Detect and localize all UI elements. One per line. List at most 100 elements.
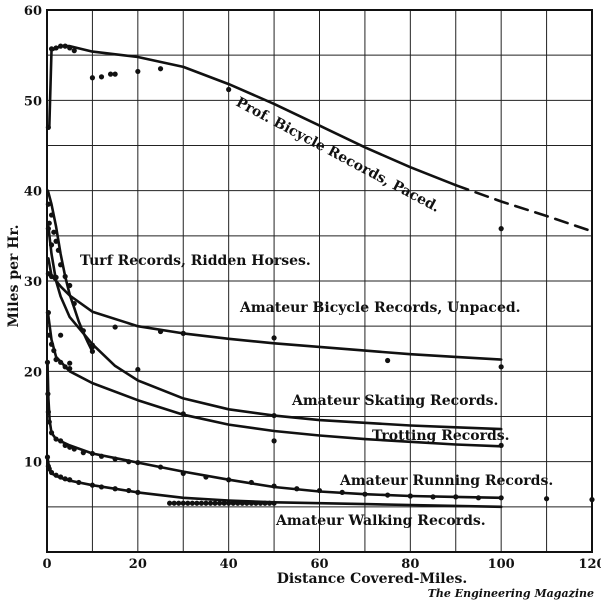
data-point <box>498 495 504 501</box>
data-point <box>239 500 245 506</box>
data-point <box>171 500 177 506</box>
data-point <box>71 300 77 307</box>
data-point <box>107 71 114 77</box>
data-point <box>430 494 436 500</box>
data-point <box>48 341 55 347</box>
data-point <box>62 476 68 482</box>
data-point <box>189 500 195 506</box>
data-point <box>226 86 232 93</box>
data-point <box>58 262 64 268</box>
data-point <box>67 45 73 51</box>
data-point <box>48 46 55 52</box>
data-point <box>48 273 55 280</box>
series-line-2 <box>47 257 503 361</box>
data-point <box>48 212 55 218</box>
data-point <box>62 273 68 280</box>
data-point <box>135 459 141 466</box>
tick-labels: 0 20 40 60 80 100 120 10 20 30 40 50 60 <box>24 4 601 572</box>
data-point <box>185 500 191 506</box>
y-tick-label: 30 <box>24 275 42 290</box>
data-point <box>230 500 236 506</box>
data-point <box>98 484 105 490</box>
data-point <box>112 71 118 77</box>
data-point <box>58 474 64 480</box>
data-point <box>53 356 59 363</box>
data-point <box>498 442 504 449</box>
data-point <box>543 496 550 502</box>
data-point <box>67 444 73 450</box>
data-point <box>71 446 77 452</box>
data-point <box>257 500 264 506</box>
data-point <box>453 494 459 500</box>
data-point <box>253 500 259 506</box>
data-point <box>207 500 214 506</box>
data-point <box>62 364 68 370</box>
series-label-turf: Turf Records, Ridden Horses. <box>80 253 311 269</box>
data-point <box>98 74 105 80</box>
data-point <box>58 359 64 365</box>
data-point <box>58 43 64 49</box>
plot-frame <box>46 9 593 553</box>
data-point <box>157 328 164 335</box>
data-point <box>157 464 164 470</box>
y-tick-label: 50 <box>24 94 42 109</box>
source-credit: The Engineering Magazine <box>428 587 594 600</box>
data-point <box>71 48 77 54</box>
x-tick-label: 60 <box>310 557 328 572</box>
data-point <box>216 500 223 506</box>
data-point <box>271 335 277 341</box>
data-point <box>48 469 55 476</box>
series-label-running: Amateur Running Records. <box>339 473 553 489</box>
data-point <box>53 472 59 478</box>
data-point <box>76 479 82 486</box>
data-point <box>157 66 164 72</box>
data-point <box>80 450 86 456</box>
data-point <box>112 456 118 462</box>
data-point <box>248 479 254 486</box>
data-point <box>62 43 68 49</box>
data-point <box>89 482 96 488</box>
data-point <box>198 500 205 506</box>
data-point <box>135 489 141 495</box>
data-point <box>89 450 96 457</box>
data-point <box>53 45 59 51</box>
series-label-amateur-bicycle: Amateur Bicycle Records, Unpaced. <box>239 300 521 316</box>
data-point <box>221 500 227 506</box>
data-point <box>89 348 96 355</box>
data-point <box>67 477 73 483</box>
data-point <box>339 489 345 495</box>
y-tick-label: 10 <box>24 456 42 471</box>
x-tick-label: 120 <box>578 557 601 572</box>
data-point <box>271 483 277 489</box>
data-point <box>475 495 482 501</box>
data-point <box>266 500 273 506</box>
series-line-0-extrapolated <box>454 183 594 233</box>
data-point <box>212 500 218 506</box>
data-point <box>203 474 209 480</box>
data-point <box>89 75 96 81</box>
data-point <box>51 347 57 354</box>
data-point <box>53 238 59 244</box>
y-axis-label: Miles per Hr. <box>6 225 22 328</box>
data-point <box>48 242 55 248</box>
data-point <box>62 442 68 449</box>
data-point <box>89 342 96 348</box>
data-point <box>135 68 141 75</box>
data-point <box>112 486 118 492</box>
data-point <box>58 332 64 338</box>
data-point <box>180 411 186 417</box>
data-point <box>294 486 300 492</box>
data-point <box>80 328 86 334</box>
series-label-skating: Amateur Skating Records. <box>291 393 498 409</box>
y-tick-label: 60 <box>24 4 42 19</box>
series-label-prof-bicycle: Prof. Bicycle Records, Paced. <box>233 94 442 215</box>
data-point <box>180 470 186 477</box>
data-point <box>498 226 504 232</box>
data-point <box>235 500 241 506</box>
x-tick-label: 100 <box>488 557 515 572</box>
data-point <box>180 330 186 336</box>
data-point <box>67 282 73 289</box>
series-label-trotting: Trotting Records. <box>372 428 510 444</box>
data-point <box>244 500 250 506</box>
